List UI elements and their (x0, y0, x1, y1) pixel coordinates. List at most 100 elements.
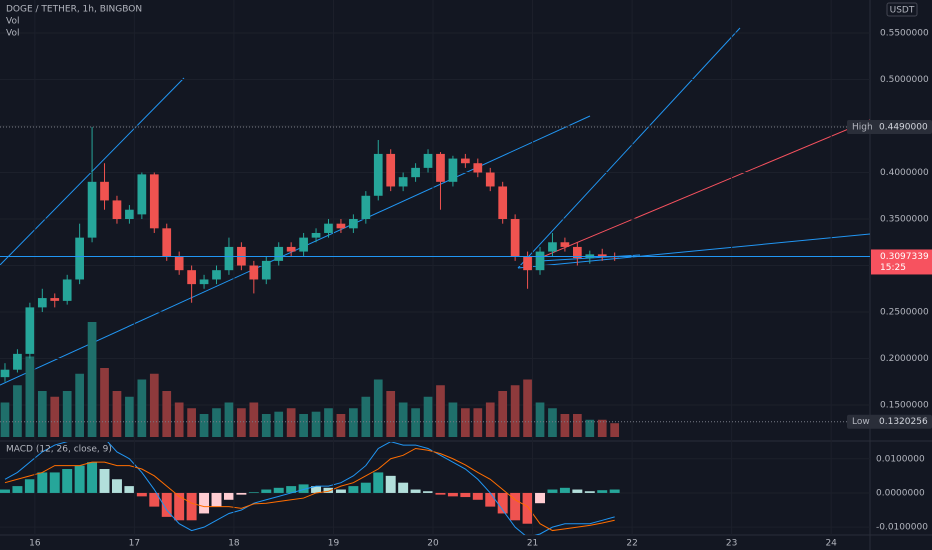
candle-body (125, 209, 134, 220)
macd-signal-line (4, 447, 615, 532)
last-price-tag (871, 249, 932, 275)
x-tick-label: 17 (129, 539, 140, 549)
candle-body (311, 232, 321, 238)
volume-bar (498, 391, 508, 437)
macd-histogram-bar (24, 479, 35, 493)
candle-body (0, 369, 10, 378)
volume-bar (125, 396, 134, 437)
volume-bar (212, 408, 221, 437)
macd-histogram-bar (497, 492, 508, 514)
candle-body (373, 153, 383, 196)
volume-bar (237, 408, 246, 437)
candle-body (75, 237, 84, 280)
macd-histogram-bar (236, 492, 247, 495)
candle-body (261, 260, 271, 280)
candle-body (398, 177, 408, 187)
candle-body (62, 279, 72, 301)
candle-body (597, 254, 607, 257)
volume-bar (174, 402, 184, 437)
candle-body (535, 251, 545, 271)
y-tick-label: 0.2000000 (880, 354, 929, 364)
macd-histogram-bar (535, 492, 545, 504)
candle-body (423, 153, 433, 168)
volume-bar (13, 385, 22, 437)
volume-bar (535, 402, 545, 437)
candle-body (50, 298, 60, 301)
candle-body (112, 200, 122, 220)
candle-body (361, 195, 371, 220)
macd-histogram-bar (547, 489, 558, 493)
candle-body (411, 167, 420, 178)
volume-bar (274, 411, 284, 437)
macd-histogram-bar (435, 492, 446, 495)
candle-body (448, 158, 458, 182)
volume-bar (162, 391, 172, 437)
volume-bar (249, 402, 259, 437)
macd-histogram-bar (87, 462, 98, 493)
x-tick-label: 16 (29, 539, 41, 549)
volume-bar (299, 414, 308, 437)
x-tick-label: 19 (328, 539, 340, 549)
candle-body (436, 153, 445, 182)
macd-histogram-bar (522, 492, 533, 524)
candle-body (299, 237, 308, 252)
macd-histogram-bar (385, 475, 396, 493)
volume-bar (448, 402, 458, 437)
macd-histogram-bar (460, 492, 471, 498)
macd-histogram-bar (286, 486, 297, 493)
candle-body (349, 219, 358, 229)
volume-bar (473, 408, 483, 437)
x-tick-label: 20 (427, 539, 439, 549)
macd-histogram-bar (311, 486, 322, 493)
extreme-tag (847, 414, 932, 429)
macd-histogram-bar (0, 489, 10, 493)
candle-body (485, 172, 495, 187)
y-tick-label: 0.2500000 (880, 308, 929, 318)
macd-histogram-bar (111, 479, 122, 493)
macd-histogram-bar (211, 492, 222, 507)
volume-bar (324, 408, 333, 437)
volume-bar (485, 402, 495, 437)
macd-histogram-bar (261, 489, 272, 493)
candle-body (386, 153, 396, 187)
candle-body (498, 186, 508, 220)
candle-body (336, 223, 346, 229)
volume-bar (149, 373, 159, 437)
volume-bar (585, 419, 595, 437)
candle-body (224, 246, 234, 271)
macd-histogram-bar (298, 484, 309, 493)
macd-histogram-bar (74, 465, 85, 493)
volume-bar (87, 322, 97, 437)
macd-title: MACD (12, 26, close, 9) (6, 445, 112, 455)
price-pane (0, 32, 870, 437)
volume-bar (572, 414, 582, 437)
macd-histogram-bar (273, 487, 284, 493)
candle-body (37, 298, 47, 308)
candle-body (572, 246, 582, 259)
macd-histogram-bar (37, 472, 48, 493)
volume-bar (187, 408, 196, 437)
candle-body (560, 242, 570, 247)
volume-bar (597, 419, 607, 437)
macd-histogram-bar (149, 492, 160, 507)
macd-histogram-bar (348, 486, 359, 493)
candle-body (473, 163, 483, 173)
y-tick-label: 0.0000000 (876, 488, 925, 498)
macd-histogram-bar (174, 492, 185, 521)
macd-histogram-bar (124, 486, 135, 493)
y-tick-label: -0.0100000 (876, 523, 928, 533)
candle-body (324, 223, 333, 233)
macd-histogram-bar (584, 491, 595, 493)
volume-bar (610, 423, 620, 437)
candle-body (286, 246, 296, 252)
candle-body (212, 270, 221, 280)
volume-bar (386, 391, 396, 437)
y-tick-label: 0.4000000 (880, 168, 929, 178)
chart-title: DOGE / TETHER, 1h, BINGBON (6, 5, 142, 15)
volume-bar (523, 379, 532, 437)
macd-macd-line (4, 442, 615, 535)
volume-bar (423, 396, 433, 437)
macd-histogram-bar (136, 492, 147, 497)
candle-body (87, 181, 97, 238)
